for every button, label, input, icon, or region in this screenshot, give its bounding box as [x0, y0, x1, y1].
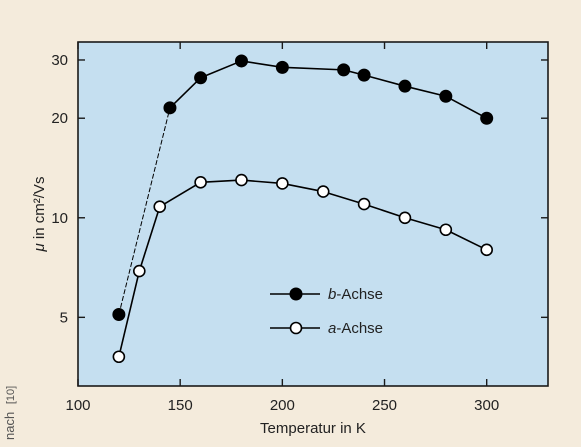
- series-0-segment-1: [169, 77, 202, 109]
- series-0-segment-7: [404, 85, 447, 98]
- series-1-segment-9: [445, 229, 488, 251]
- x-tick-label-150: 150: [168, 397, 193, 414]
- series-0-point-8: [439, 89, 453, 103]
- series-1-segment-0: [118, 270, 141, 357]
- series-1-point-1: [133, 264, 146, 278]
- series-1-point-4: [235, 173, 248, 187]
- x-tick-label-300: 300: [474, 397, 499, 414]
- y-tick-label-10: 10: [51, 210, 68, 227]
- series-1-point-7: [357, 197, 371, 211]
- series-1-point-2: [153, 200, 167, 214]
- chart-marks: [112, 54, 494, 364]
- series-0-point-6: [357, 68, 371, 82]
- y-tick-label-30: 30: [51, 52, 68, 69]
- axis-ticks: 100 150 200 250 300 5 10 20 30: [51, 42, 548, 414]
- series-1-segment-7: [363, 203, 406, 219]
- y-axis-label-unit: in cm²/Vs: [31, 177, 48, 244]
- y-tick-label-20: 20: [51, 110, 68, 127]
- series-1-segment-1: [138, 206, 161, 272]
- series-1-segment-4: [241, 179, 283, 185]
- legend-label-italic-1: a: [328, 320, 336, 337]
- legend-label-1: a-Achse: [328, 320, 383, 337]
- y-axis-label-symbol: μ: [31, 243, 48, 252]
- series-1-point-8: [398, 211, 412, 225]
- series-1-segment-3: [200, 179, 242, 184]
- series-1-segment-2: [159, 181, 202, 208]
- legend-label-0: b-Achse: [328, 286, 383, 303]
- series-0-segment-0: [118, 107, 171, 315]
- series-0-segment-6: [363, 74, 406, 87]
- legend-label-rest-0: -Achse: [336, 286, 383, 303]
- series-0-point-9: [480, 111, 494, 125]
- legend-label-rest-1: -Achse: [336, 320, 383, 337]
- x-tick-label-200: 200: [270, 397, 295, 414]
- legend-marker-1: [289, 321, 303, 335]
- legend-marker-0: [289, 287, 303, 301]
- x-axis-label: Temperatur in K: [260, 420, 366, 437]
- source-credit-ref: [10]: [5, 386, 17, 404]
- series-0-point-5: [337, 63, 351, 77]
- source-credit: nach [10]: [2, 386, 17, 440]
- series-0-point-3: [234, 54, 248, 68]
- series-1-point-0: [112, 350, 126, 364]
- series-0-segment-4: [282, 66, 344, 71]
- series-0-point-2: [194, 71, 208, 85]
- x-tick-label-100: 100: [65, 397, 90, 414]
- series-0-point-7: [398, 79, 412, 93]
- series-0-segment-2: [200, 60, 242, 79]
- series-1-segment-5: [282, 182, 324, 193]
- legend-label-italic-0: b: [328, 286, 336, 303]
- series-1-segment-6: [322, 190, 365, 205]
- series-1-segment-8: [404, 217, 447, 231]
- y-tick-label-5: 5: [60, 309, 68, 326]
- series-1-point-3: [194, 176, 207, 189]
- series-0-point-4: [275, 60, 289, 74]
- series-0-point-1: [163, 101, 177, 115]
- series-1-point-10: [480, 243, 493, 257]
- plot-area: [77, 41, 549, 387]
- series-0-point-0: [112, 307, 126, 321]
- series-0-segment-3: [241, 60, 283, 69]
- source-credit-text: nach: [2, 412, 17, 440]
- series-0-segment-8: [445, 95, 488, 119]
- x-tick-label-250: 250: [372, 397, 397, 414]
- series-1-point-5: [276, 177, 289, 190]
- y-axis-label: μ in cm²/Vs: [31, 177, 48, 253]
- series-1-point-9: [439, 223, 453, 237]
- series-1-point-6: [316, 185, 330, 198]
